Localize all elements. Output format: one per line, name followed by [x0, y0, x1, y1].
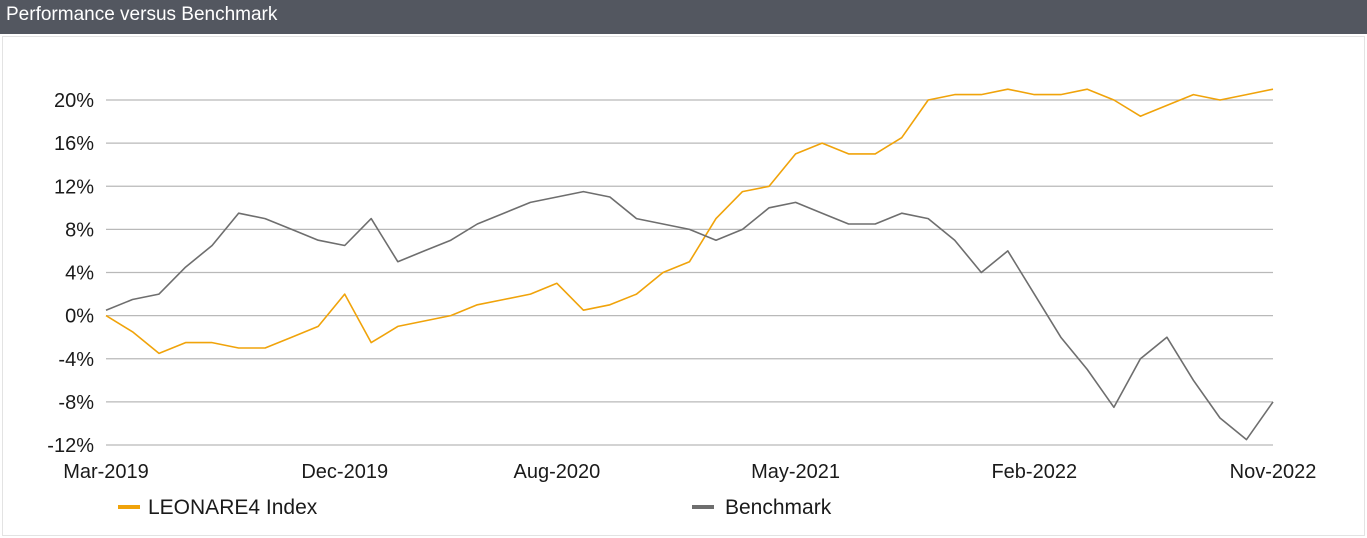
x-tick-label: Nov-2022 — [1230, 461, 1317, 483]
legend-label: Benchmark — [725, 496, 832, 519]
y-tick-label: 20% — [54, 90, 94, 112]
y-tick-label: 16% — [54, 133, 94, 155]
y-axis-ticks: 20% 16% 12% 8% 4% 0% -4% -8% -12% — [47, 90, 94, 457]
x-tick-label: Aug-2020 — [514, 461, 601, 483]
y-tick-label: -8% — [58, 392, 94, 414]
y-tick-label: -4% — [58, 349, 94, 371]
chart-frame — [2, 36, 1365, 536]
gridlines — [106, 99, 1273, 446]
x-tick-label: Feb-2022 — [991, 461, 1077, 483]
series-line-0 — [105, 88, 1274, 355]
y-tick-label: 0% — [65, 306, 94, 328]
y-tick-label: 4% — [65, 263, 94, 285]
legend-label: LEONARE4 Index — [148, 496, 318, 519]
legend: LEONARE4 Index Benchmark — [118, 496, 832, 519]
series-line-1 — [105, 190, 1274, 441]
y-tick-label: 8% — [65, 219, 94, 241]
chart-title: Performance versus Benchmark — [0, 0, 1367, 34]
x-axis-ticks: Mar-2019 Dec-2019 Aug-2020 May-2021 Feb-2022… — [63, 461, 1316, 483]
series-lines — [105, 88, 1274, 441]
x-tick-label: Dec-2019 — [301, 461, 388, 483]
y-tick-label: 12% — [54, 176, 94, 198]
x-tick-label: Mar-2019 — [63, 461, 149, 483]
x-tick-label: May-2021 — [751, 461, 840, 483]
y-tick-label: -12% — [47, 435, 94, 457]
